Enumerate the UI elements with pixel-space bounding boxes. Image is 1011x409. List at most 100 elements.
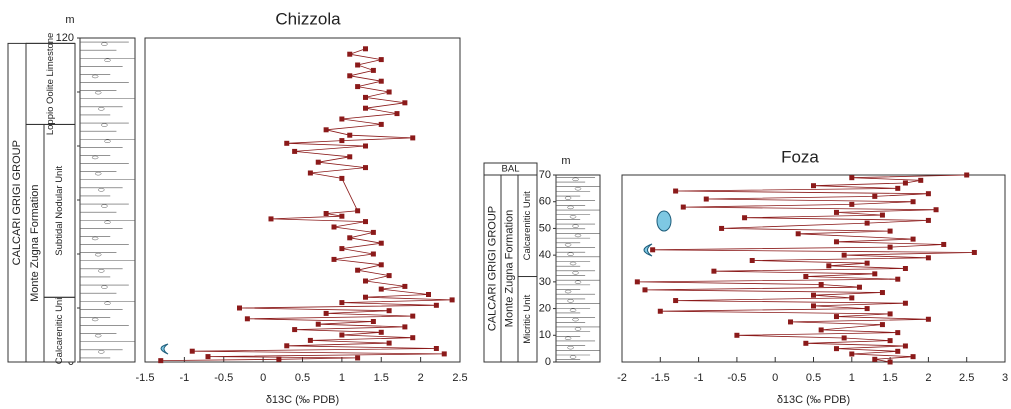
data-point xyxy=(370,251,376,257)
strat-grain xyxy=(104,58,111,62)
x-tick-label: -1 xyxy=(694,372,704,384)
data-point xyxy=(910,199,916,205)
data-point xyxy=(872,271,878,277)
data-point xyxy=(833,209,839,215)
data-point xyxy=(941,241,947,247)
data-point xyxy=(386,89,392,95)
data-point xyxy=(971,249,977,255)
data-point xyxy=(849,295,855,301)
data-point xyxy=(394,111,400,117)
data-point xyxy=(841,335,847,341)
data-point xyxy=(292,148,298,154)
data-point xyxy=(864,220,870,226)
litho-top-label: BAL xyxy=(502,164,520,175)
data-point xyxy=(849,351,855,357)
strat-column xyxy=(555,174,601,363)
data-point xyxy=(879,290,885,296)
strat-grain xyxy=(569,355,577,359)
data-point xyxy=(803,274,809,280)
litho-label: CALCARI GRIGI GROUP xyxy=(486,206,498,331)
data-point xyxy=(363,165,368,171)
data-point xyxy=(879,212,885,218)
litho-box xyxy=(43,123,76,298)
data-point xyxy=(925,316,931,322)
x-tick-label: -1.5 xyxy=(136,372,155,384)
data-point xyxy=(849,175,855,181)
data-point xyxy=(872,193,878,199)
data-point xyxy=(680,204,686,210)
data-point xyxy=(410,135,416,141)
strat-grain xyxy=(564,336,572,341)
data-point xyxy=(410,313,416,319)
y-tick-label: 50 xyxy=(539,222,551,234)
data-point xyxy=(315,321,321,327)
data-point xyxy=(386,340,392,346)
data-point xyxy=(347,73,353,79)
data-point xyxy=(363,219,368,225)
strat-grain xyxy=(98,188,105,192)
x-tick-label: 1.5 xyxy=(882,372,897,384)
data-point xyxy=(910,354,916,360)
data-point xyxy=(925,191,931,197)
data-point xyxy=(742,215,748,221)
data-point xyxy=(307,337,313,343)
data-point xyxy=(355,84,361,90)
strat-grain xyxy=(101,285,108,289)
data-point xyxy=(673,298,679,304)
data-point xyxy=(887,311,893,317)
data-point xyxy=(378,329,384,335)
data-point xyxy=(205,354,211,360)
y-axis-unit: m xyxy=(561,155,570,167)
data-point xyxy=(650,247,656,253)
strat-grain xyxy=(564,289,572,294)
data-point xyxy=(284,140,290,146)
data-point xyxy=(895,185,901,191)
strat-grain xyxy=(567,345,574,350)
data-point xyxy=(370,67,376,73)
data-point xyxy=(895,330,901,336)
x-tick-label: 0.5 xyxy=(295,372,310,384)
strat-grain xyxy=(104,220,111,224)
data-point xyxy=(339,246,345,252)
y-tick-label: 10 xyxy=(539,329,551,341)
strat-grain xyxy=(567,299,574,303)
data-point xyxy=(918,177,924,183)
strat-grain xyxy=(572,317,579,322)
strat-grain xyxy=(564,243,572,247)
data-point xyxy=(749,257,755,263)
fossil-icon xyxy=(160,343,169,355)
data-point xyxy=(370,319,376,324)
data-point xyxy=(795,231,801,237)
x-tick-label: 1 xyxy=(849,372,855,384)
strat-grain xyxy=(101,204,108,208)
fossil-icon xyxy=(656,210,672,232)
data-point xyxy=(355,62,361,68)
data-point xyxy=(849,201,855,207)
data-point xyxy=(363,278,368,284)
data-point xyxy=(833,346,839,352)
strat-grain xyxy=(567,252,574,256)
data-point xyxy=(347,235,353,241)
strat-grain xyxy=(572,177,579,182)
litho-box xyxy=(483,162,538,176)
strat-grain xyxy=(564,196,572,200)
strat-grain xyxy=(567,205,574,210)
data-point xyxy=(339,138,345,144)
data-point xyxy=(339,300,345,306)
strat-grain xyxy=(91,74,99,79)
x-axis-label: δ13C (‰ PDB) xyxy=(777,394,850,406)
data-point xyxy=(902,180,908,186)
data-point xyxy=(378,240,384,246)
x-tick-label: 0 xyxy=(772,372,778,384)
data-point xyxy=(734,332,740,338)
data-point xyxy=(433,346,439,351)
data-point xyxy=(895,276,901,282)
data-point xyxy=(331,224,337,230)
fossil-icon xyxy=(643,243,653,257)
x-tick-label: -0.5 xyxy=(727,372,746,384)
litho-label: Monte Zugna Formation xyxy=(503,210,515,327)
strat-grain xyxy=(94,252,102,257)
litho-label: CALCARI GRIGI GROUP xyxy=(11,140,23,265)
data-point xyxy=(833,239,839,245)
